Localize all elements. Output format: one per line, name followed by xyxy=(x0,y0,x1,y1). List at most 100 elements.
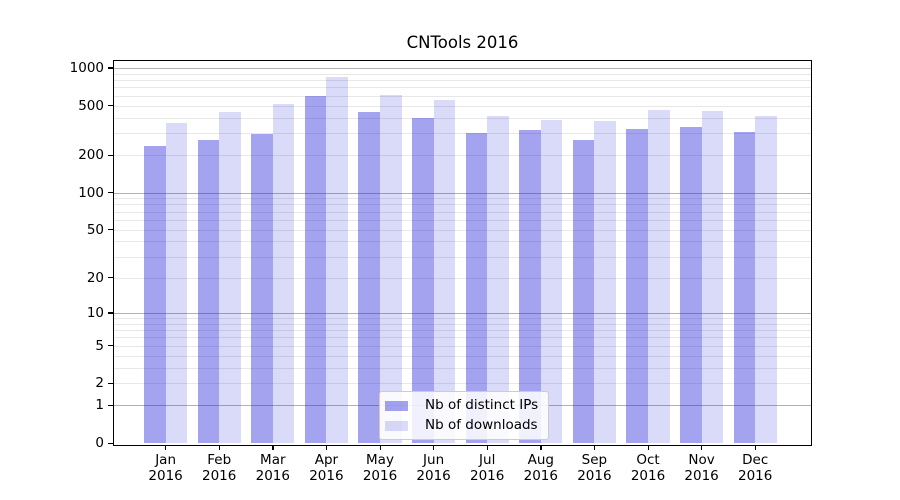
gridline-major-1000 xyxy=(114,67,811,69)
chart-title: CNTools 2016 xyxy=(406,33,519,52)
legend: Nb of distinct IPs Nb of downloads xyxy=(379,391,550,440)
bar-ips-may xyxy=(358,112,380,443)
bar-ips-feb xyxy=(197,139,220,443)
y-tick-label-100: 100 xyxy=(78,184,104,201)
x-tick-label-aug: Aug 2016 xyxy=(523,452,558,484)
gridline-minor-6 xyxy=(114,337,811,339)
legend-label-downloads: Nb of downloads xyxy=(425,417,538,433)
x-tick-label-jul: Jul 2016 xyxy=(470,452,505,484)
y-tick-1 xyxy=(108,404,113,407)
bar-downloads-jan xyxy=(165,122,188,443)
bar-downloads-aug xyxy=(540,119,563,443)
x-tick-label-nov: Nov 2016 xyxy=(684,452,719,484)
gridline-minor-900 xyxy=(114,73,811,75)
x-tick-jul xyxy=(486,445,488,450)
bar-downloads-mar xyxy=(272,103,295,443)
bar-ips-oct xyxy=(626,128,648,443)
legend-swatch-distinct-ips xyxy=(385,400,408,411)
gridline-major-100 xyxy=(114,192,811,194)
x-tick-label-apr: Apr 2016 xyxy=(309,452,344,484)
bar-downloads-sep xyxy=(594,121,617,443)
x-tick-label-dec: Dec 2016 xyxy=(738,452,773,484)
gridline-minor-60 xyxy=(114,219,811,221)
x-tick-label-jun: Jun 2016 xyxy=(416,452,451,484)
bar-downloads-nov xyxy=(701,110,724,443)
bar-ips-jul xyxy=(465,132,488,443)
y-tick-50 xyxy=(108,229,113,231)
bar-downloads-jun xyxy=(433,99,456,443)
x-tick-label-feb: Feb 2016 xyxy=(202,452,237,484)
plot-area: 0 1 2 5 10 20 50 100 200 500 1000 Jan 2016 Feb 2016… xyxy=(70,60,812,483)
gridline-minor-90 xyxy=(114,198,811,200)
gridline-minor-80 xyxy=(114,204,811,206)
y-tick-1000 xyxy=(108,67,113,69)
gridline-minor-3 xyxy=(114,367,811,369)
legend-item-distinct-ips: Nb of distinct IPs xyxy=(385,398,538,413)
y-tick-0 xyxy=(108,442,113,444)
y-tick-label-10: 10 xyxy=(86,304,104,321)
x-tick-oct xyxy=(647,445,649,450)
y-tick-label-200: 200 xyxy=(78,147,104,164)
bar-ips-mar xyxy=(251,133,273,443)
bar-downloads-may xyxy=(380,95,402,443)
y-tick-label-500: 500 xyxy=(78,97,104,114)
bar-downloads-dec xyxy=(755,115,777,443)
bar-ips-jan xyxy=(143,145,166,443)
legend-label-distinct-ips: Nb of distinct IPs xyxy=(425,397,539,413)
bar-ips-dec xyxy=(733,132,756,443)
gridline-minor-70 xyxy=(114,211,811,213)
y-tick-200 xyxy=(108,154,113,156)
gridline-minor-40 xyxy=(114,241,811,243)
x-tick-mar xyxy=(272,445,274,450)
gridline-minor-30 xyxy=(114,256,811,258)
y-tick-100 xyxy=(108,192,113,194)
y-tick-5 xyxy=(108,345,113,347)
bar-downloads-jul xyxy=(487,115,509,443)
x-tick-nov xyxy=(701,445,703,450)
bar-downloads-apr xyxy=(326,76,349,443)
y-tick-label-0: 0 xyxy=(95,435,104,451)
y-tick-10 xyxy=(108,312,113,314)
y-tick-500 xyxy=(108,105,113,107)
gridline-minor-4 xyxy=(114,355,811,357)
x-tick-may xyxy=(379,445,381,450)
y-tick-label-50: 50 xyxy=(86,221,104,238)
gridline-minor-200 xyxy=(114,155,811,157)
x-tick-sep xyxy=(593,445,596,450)
x-tick-label-may: May 2016 xyxy=(362,452,398,484)
bar-ips-apr xyxy=(304,96,327,443)
x-tick-label-oct: Oct 2016 xyxy=(630,452,666,484)
gridline-minor-50 xyxy=(114,229,811,231)
bar-ips-sep xyxy=(572,139,595,443)
gridline-minor-500 xyxy=(114,105,811,107)
gridline-minor-400 xyxy=(114,117,811,119)
x-tick-feb xyxy=(218,445,220,450)
bar-downloads-feb xyxy=(219,111,241,443)
y-tick-2 xyxy=(108,382,113,385)
gridline-minor-8 xyxy=(114,323,811,325)
y-tick-label-1000: 1000 xyxy=(69,59,104,76)
y-tick-label-2: 2 xyxy=(95,375,104,392)
legend-item-downloads: Nb of downloads xyxy=(385,418,538,433)
gridline-minor-20 xyxy=(114,277,811,279)
gridline-major-10 xyxy=(114,312,811,314)
x-tick-jan xyxy=(165,445,167,450)
gridline-minor-7 xyxy=(114,330,811,332)
x-tick-label-jan: Jan 2016 xyxy=(148,452,183,484)
bar-ips-nov xyxy=(679,126,702,443)
x-tick-jun xyxy=(433,445,435,450)
gridline-minor-700 xyxy=(114,87,811,89)
gridline-minor-300 xyxy=(114,133,811,135)
gridline-minor-2 xyxy=(114,383,811,385)
bar-ips-jun xyxy=(411,117,434,443)
gridline-minor-600 xyxy=(114,95,811,97)
y-tick-label-5: 5 xyxy=(95,337,104,354)
x-tick-label-mar: Mar 2016 xyxy=(255,452,290,484)
x-tick-aug xyxy=(540,445,542,450)
x-tick-apr xyxy=(325,445,328,450)
legend-swatch-downloads xyxy=(385,420,408,431)
bar-ips-aug xyxy=(519,129,541,443)
y-tick-label-1: 1 xyxy=(95,397,104,414)
gridline-minor-5 xyxy=(114,345,811,347)
